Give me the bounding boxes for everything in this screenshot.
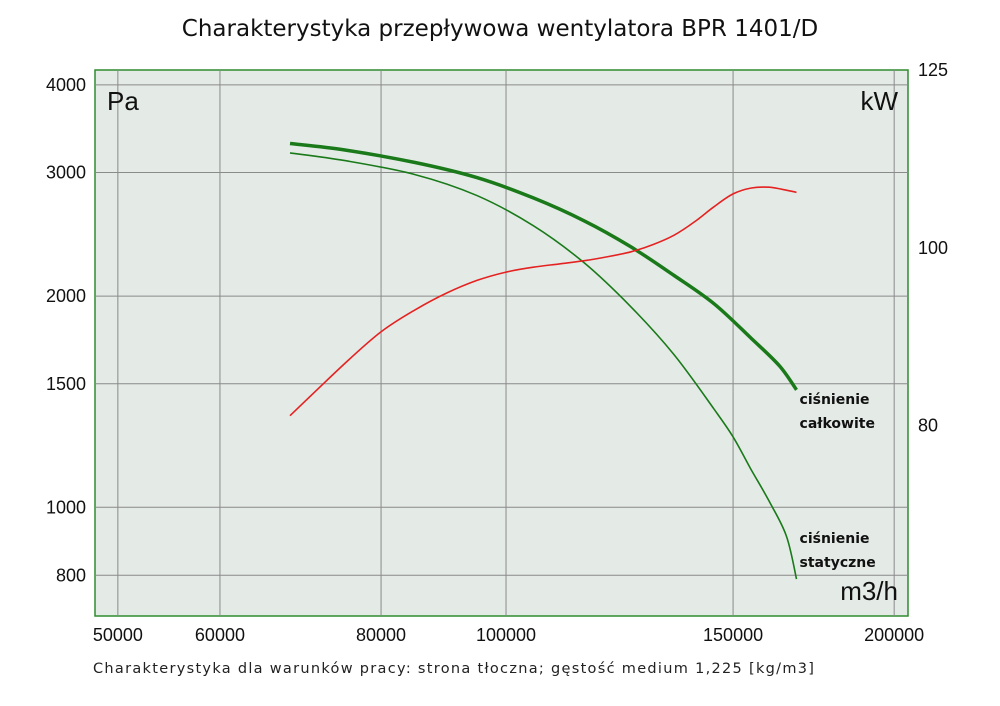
series-label: całkowite xyxy=(800,416,875,432)
x-tick-label: 150000 xyxy=(703,625,763,645)
series-label: statyczne xyxy=(800,555,876,571)
series-line-ciśnienie-statyczne xyxy=(289,152,798,580)
y-tick-label: 1000 xyxy=(46,497,86,517)
series-labels: ciśnienie całkowite ciśnienie statyczne xyxy=(800,392,876,571)
series-label: ciśnienie xyxy=(800,531,870,547)
y-tick-label: 4000 xyxy=(46,75,86,95)
series-line-moc xyxy=(289,186,797,417)
series-line-ciśnienie-całkowite xyxy=(289,141,798,391)
y2-axis-unit-label: kW xyxy=(860,86,898,116)
y2-tick-label: 80 xyxy=(918,416,938,436)
x-tick-label: 100000 xyxy=(476,625,536,645)
x-tick-label: 200000 xyxy=(864,625,924,645)
chart-subtitle: Charakterystyka dla warunków pracy: stro… xyxy=(93,661,816,677)
y2-tick-label: 125 xyxy=(918,60,948,80)
y-axis-unit-label: Pa xyxy=(107,86,139,116)
y-tick-label: 2000 xyxy=(46,286,86,306)
y2-tick-label: 100 xyxy=(918,238,948,258)
chart-title: Charakterystyka przepływowa wentylatora … xyxy=(181,16,819,42)
x-tick-label: 50000 xyxy=(93,625,143,645)
y-tick-label: 800 xyxy=(56,565,86,585)
y-tick-label: 3000 xyxy=(46,163,86,183)
series-label: ciśnienie xyxy=(800,392,870,408)
axis-labels: Pa kW m3/h 50000 60000 80000 100000 150000 20… xyxy=(46,60,948,645)
x-axis-unit-label: m3/h xyxy=(840,576,898,606)
series-layer xyxy=(289,141,798,580)
plot-area xyxy=(94,69,909,617)
x-tick-label: 80000 xyxy=(356,625,406,645)
grid xyxy=(95,70,908,616)
x-tick-label: 60000 xyxy=(195,625,245,645)
y-tick-label: 1500 xyxy=(46,374,86,394)
